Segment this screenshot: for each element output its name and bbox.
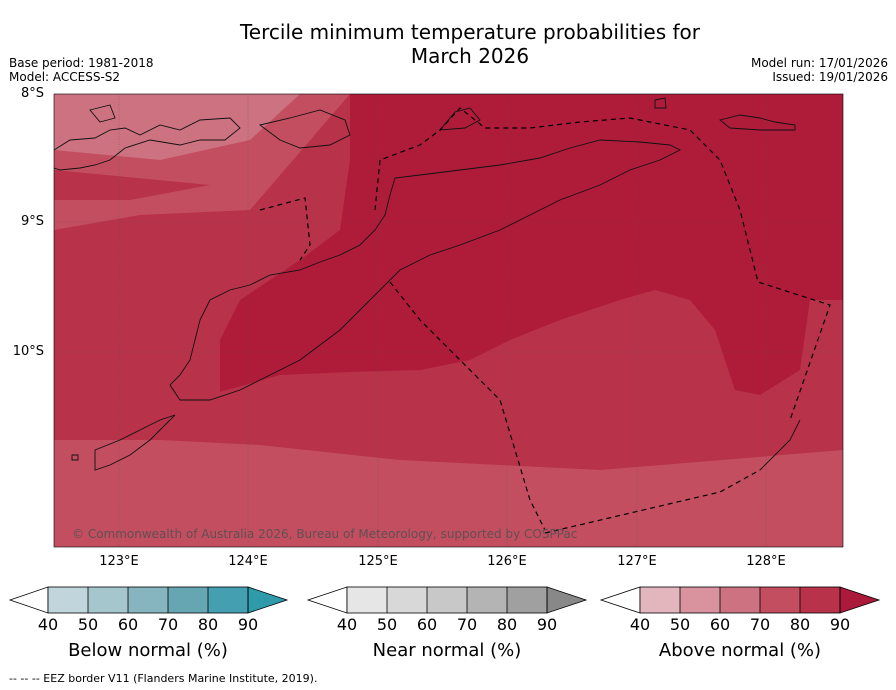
lon-label-127e: 127°E (617, 554, 657, 569)
lat-label-10s: 10°S (12, 344, 44, 359)
colorbar-above-label: Above normal (%) (658, 640, 822, 661)
colorbar-near-label: Near normal (%) (372, 640, 522, 661)
colorbar-below-extend-low (8, 586, 49, 614)
colorbar-near-bin-40 (347, 587, 387, 613)
lon-label-124e: 124°E (228, 554, 268, 569)
cbar-below-tick: 70 (157, 615, 179, 634)
colorbar-near (306, 586, 588, 614)
coast-segment (759, 419, 801, 471)
meta-right: Model run: 17/01/2026 Issued: 19/01/2026 (751, 56, 888, 84)
title-line-2: March 2026 (410, 44, 530, 68)
colorbar-above-extend-high (839, 586, 881, 614)
probability-field (54, 94, 843, 547)
colorbar-below-bin-70 (168, 587, 208, 613)
timor-island-coast (169, 139, 682, 401)
colorbar-near-bin-70 (467, 587, 507, 613)
lat-label-9s: 9°S (20, 214, 44, 229)
colorbar-near-bin-50 (387, 587, 427, 613)
colorbar-above-bin-40 (640, 587, 680, 613)
eez-border-south (389, 281, 546, 531)
field-80-90-band (54, 170, 210, 200)
colorbar-near-bin-60 (427, 587, 467, 613)
island-rote (94, 414, 176, 471)
colorbar-below-label: Below normal (%) (68, 640, 228, 661)
cbar-above-tick: 40 (629, 615, 651, 634)
map-title: Tercile minimum temperature probabilitie… (0, 20, 896, 68)
cbar-above-tick: 80 (789, 615, 811, 634)
cbar-below-tick: 60 (117, 615, 139, 634)
island-flores-coast (54, 117, 241, 171)
cbar-near-tick: 80 (496, 615, 518, 634)
cbar-above-tick: 60 (709, 615, 731, 634)
cbar-above-tick: 90 (829, 615, 851, 634)
cbar-below-tick: 80 (197, 615, 219, 634)
colorbar-below-bin-40 (48, 587, 88, 613)
colorbar-below-extend-high (247, 586, 289, 614)
lon-label-126e: 126°E (487, 554, 527, 569)
cbar-below-tick: 40 (37, 615, 59, 634)
colorbar-near-extend-low (306, 586, 348, 614)
colorbar-above-bin-60 (720, 587, 760, 613)
lon-label-125e: 125°E (358, 554, 398, 569)
issued-text: Issued: 19/01/2026 (772, 70, 888, 84)
island-small-1 (89, 104, 116, 123)
footnote-eez: -- -- -- EEZ border V11 (Flanders Marine… (9, 672, 318, 685)
eez-border-southeast (544, 469, 761, 534)
copyright-text: © Commonwealth of Australia 2026, Bureau… (72, 527, 578, 541)
colorbar-above-extend-low (599, 586, 641, 614)
model-text: Model: ACCESS-S2 (9, 70, 121, 84)
title-line-1: Tercile minimum temperature probabilitie… (239, 20, 701, 44)
lon-label-128e: 128°E (746, 554, 786, 569)
cbar-below-tick: 50 (77, 615, 99, 634)
island-kisar (654, 97, 667, 109)
base-period-text: Base period: 1981-2018 (9, 56, 154, 70)
map-frame (53, 93, 844, 548)
colorbar-above-bin-50 (680, 587, 720, 613)
colorbar-above-bin-80 (800, 587, 840, 613)
colorbar-below-bin-60 (128, 587, 168, 613)
colorbar-near-extend-high (546, 586, 588, 614)
cbar-near-tick: 40 (336, 615, 358, 634)
island-wetar (438, 107, 481, 131)
cbar-above-tick: 70 (749, 615, 771, 634)
colorbar-below-bin-80 (208, 587, 248, 613)
meta-left: Base period: 1981-2018 Model: ACCESS-S2 (9, 56, 154, 84)
lon-label-123e: 123°E (99, 554, 139, 569)
model-run-text: Model run: 17/01/2026 (750, 56, 888, 70)
eez-border-north (374, 107, 831, 421)
cbar-below-tick: 90 (237, 615, 259, 634)
cbar-near-tick: 70 (456, 615, 478, 634)
field-70-80-bottom (54, 480, 843, 547)
cbar-near-tick: 90 (536, 615, 558, 634)
field-above-90 (220, 94, 843, 395)
coastlines (54, 97, 801, 471)
eez-borders (259, 107, 831, 534)
colorbar-near-bin-80 (507, 587, 547, 613)
cbar-near-tick: 50 (376, 615, 398, 634)
colorbar-below (8, 586, 289, 614)
graticule (54, 94, 843, 547)
island-leti (719, 114, 796, 131)
lat-label-8s: 8°S (20, 86, 44, 101)
cbar-above-tick: 50 (669, 615, 691, 634)
colorbar-below-bin-50 (88, 587, 128, 613)
eez-border-west (259, 197, 311, 261)
island-ndao (71, 454, 79, 461)
field-60-70-top (54, 94, 300, 160)
cbar-near-tick: 60 (416, 615, 438, 634)
colorbar-above-bin-70 (760, 587, 800, 613)
island-alor (258, 109, 351, 149)
colorbar-above (599, 586, 881, 614)
